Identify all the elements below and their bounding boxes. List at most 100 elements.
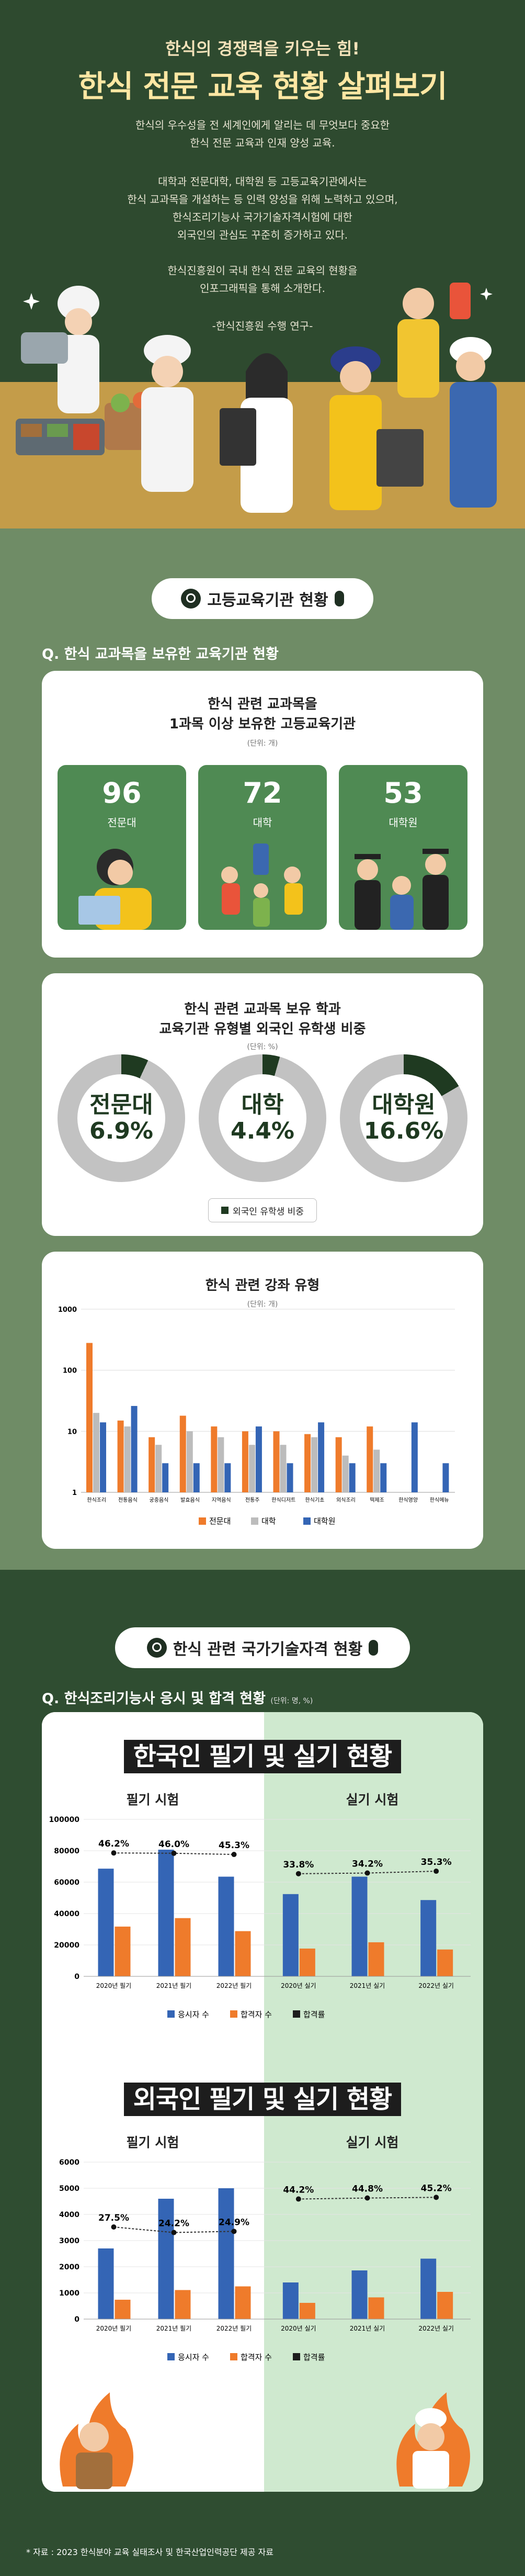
korean-written-label: 필기 시험 <box>126 1792 179 1807</box>
x-tick-label: 한식메뉴 <box>430 1497 449 1503</box>
rate-point <box>111 1850 117 1856</box>
legend-swatch <box>230 2353 237 2360</box>
rate-line <box>298 1871 437 1874</box>
bar <box>335 1437 342 1492</box>
hero-body-line: 외국인의 관심도 꾸준히 증가하고 있다. <box>177 229 348 241</box>
section-pill-label: 한식 관련 국가기술자격 현황 <box>173 1640 363 1659</box>
x-tick-label: 외식조리 <box>336 1497 356 1503</box>
rate-label: 24.9% <box>219 2217 249 2228</box>
bar <box>86 1343 93 1492</box>
foreign-exam-chart: 0 1000 2000 3000 4000 5000 6000 2020년 필기 2021년 필… <box>59 2158 471 2362</box>
flame-chef-illustration <box>396 2392 470 2489</box>
x-tick-label: 궁중음식 <box>150 1497 169 1503</box>
donut-graduate: 대학원 16.6% <box>340 1054 467 1182</box>
rate-point <box>171 2230 177 2235</box>
bar <box>367 1426 373 1492</box>
x-tick-label: 한식기초 <box>305 1497 324 1503</box>
donut-center: 대학 4.4% <box>219 1074 306 1162</box>
legend-swatch <box>293 2010 300 2018</box>
legend-label: 전문대 <box>209 1516 231 1526</box>
x-tick-label: 한식디저트 <box>271 1497 295 1503</box>
rate-point <box>231 1852 237 1858</box>
legend-label: 외국인 유학생 비중 <box>233 1206 304 1217</box>
bar <box>242 1431 248 1492</box>
x-tick-label: 전통주 <box>245 1497 260 1503</box>
x-tick-label: 2022년 필기 <box>216 1982 252 1989</box>
section-pill-label: 고등교육기관 현황 <box>207 591 328 610</box>
rate-label: 46.0% <box>158 1839 189 1850</box>
hero-closing-line: 한식진흥원이 국내 한식 전문 교육의 현황을 <box>167 264 358 277</box>
legend-swatch <box>230 2010 237 2018</box>
bar <box>175 1918 191 1976</box>
bar <box>98 1869 114 1976</box>
hero-intro-line: 한식 전문 교육과 인재 양성 교육. <box>190 137 335 149</box>
bar <box>351 2270 368 2319</box>
y-tick-label: 10 <box>67 1428 77 1436</box>
bar <box>175 2290 191 2319</box>
bar <box>235 1931 251 1976</box>
rate-point <box>433 2195 439 2200</box>
legend-label: 합격자 수 <box>241 2010 272 2019</box>
x-tick-label: 2020년 필기 <box>96 1982 131 1989</box>
legend-label: 대학원 <box>314 1516 335 1526</box>
y-tick-label: 1000 <box>59 2289 79 2298</box>
students-running-illustration <box>221 843 303 927</box>
hero-intro: 한식의 우수성을 전 세계인에게 알리는 데 무엇보다 중요한 한식 전문 교육… <box>0 116 525 152</box>
rate-label: 24.2% <box>158 2219 189 2229</box>
rate-point <box>111 2224 117 2230</box>
institution-label: 대학원 <box>389 816 418 829</box>
chef-center <box>141 335 193 492</box>
hero-body-line: 대학과 전문대학, 대학원 등 고등교육기관에서는 <box>158 175 367 188</box>
x-tick-label: 전통음식 <box>118 1497 138 1503</box>
x-tick-label: 2021년 필기 <box>156 1982 191 1989</box>
bar <box>179 1415 186 1492</box>
course-type-title: 한식 관련 강좌 유형 <box>205 1278 320 1293</box>
hero-body: 대학과 전문대학, 대학원 등 고등교육기관에서는 한식 교과목을 개설하는 등… <box>0 173 525 244</box>
legend-label: 합격률 <box>303 2353 325 2362</box>
bar <box>248 1445 255 1492</box>
foreign-student-card-title-line: 한식 관련 교과목 보유 학과 <box>184 1002 341 1017</box>
y-tick-label: 5000 <box>59 2185 79 2193</box>
section1-question: Q. 한식 교과목을 보유한 교육기관 현황 <box>42 646 279 662</box>
bar <box>211 1426 218 1492</box>
chef-blue <box>450 337 497 508</box>
y-tick-label: 6000 <box>59 2158 79 2167</box>
y-tick-label: 60000 <box>54 1878 79 1887</box>
rate-point <box>364 2195 370 2201</box>
y-tick-label: 1 <box>72 1489 77 1497</box>
rate-point <box>171 1850 177 1856</box>
course-type-unit: (단위: 개) <box>247 1300 278 1309</box>
rate-label: 35.3% <box>421 1857 452 1868</box>
hero-title: 한식 전문 교육 현황 살펴보기 <box>78 69 447 104</box>
legend-label: 합격률 <box>303 2010 325 2019</box>
section-higher-education: 고등교육기관 현황 Q. 한식 교과목을 보유한 교육기관 현황 한식 관련 교… <box>0 528 525 1570</box>
institution-box-graduate: 53 대학원 <box>339 765 467 930</box>
institution-count: 96 <box>102 777 142 809</box>
x-tick-label: 지역음식 <box>212 1497 231 1503</box>
section2-question: Q. 한식조리기능사 응시 및 합격 현황 (단위: 명, %) <box>42 1687 313 1707</box>
institution-box-college: 96 전문대 <box>58 765 186 930</box>
x-tick-label: 떡제조 <box>370 1497 384 1503</box>
legend-label: 응시자 수 <box>178 2353 209 2362</box>
donut-label: 대학 <box>241 1092 284 1118</box>
donut-value: 16.6% <box>363 1118 444 1144</box>
search-icon <box>181 589 201 609</box>
x-tick-label: 2021년 필기 <box>156 2325 191 2332</box>
bar <box>311 1437 318 1492</box>
legend-label: 합격자 수 <box>241 2353 272 2362</box>
legend-swatch <box>293 2353 300 2360</box>
institutions-card-title: 한식 관련 교과목을 1과목 이상 보유한 고등교육기관 <box>42 694 483 734</box>
y-tick-label: 0 <box>74 1973 79 1981</box>
search-icon <box>146 1638 167 1658</box>
bar <box>437 2292 453 2319</box>
bar <box>100 1422 106 1492</box>
bar <box>93 1413 99 1492</box>
bar <box>158 1849 174 1976</box>
legend-swatch <box>251 1517 258 1525</box>
bar <box>282 2282 299 2319</box>
course-type-chart: 1 10 100 1000 한식조리 전통음식 궁중음식 발효음식 지역음식 전통주 한식디저트 한식… <box>58 1306 455 1526</box>
bar <box>282 1894 299 1976</box>
x-tick-label: 2020년 실기 <box>281 1982 316 1989</box>
legend-label: 대학 <box>261 1516 276 1526</box>
rate-label: 27.5% <box>98 2213 129 2223</box>
